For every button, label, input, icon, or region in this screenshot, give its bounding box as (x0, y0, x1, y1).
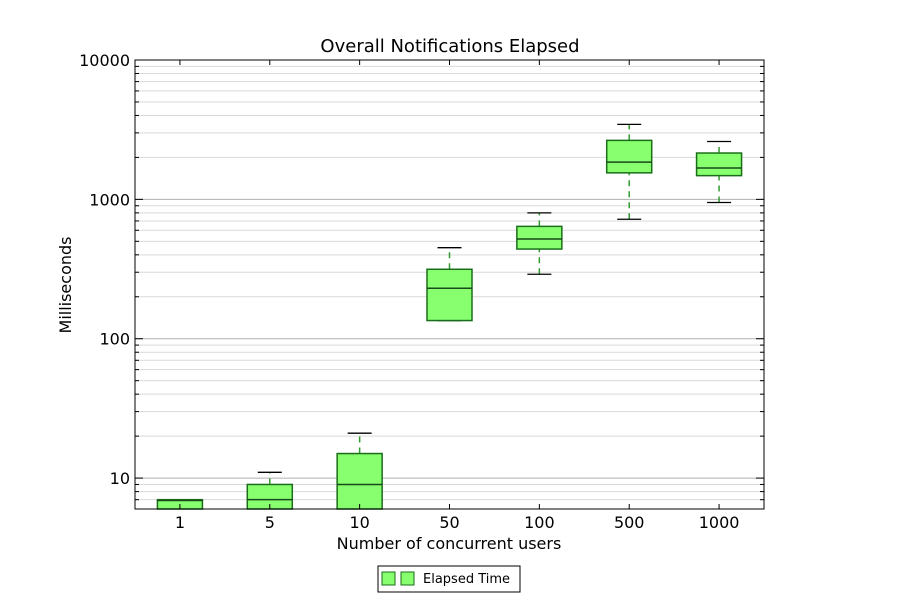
box-500 (605, 123, 653, 220)
box-body (605, 139, 653, 174)
x-tick-label: 100 (524, 513, 555, 532)
legend-swatch (381, 571, 396, 586)
box-10 (336, 432, 383, 510)
box-body (336, 452, 383, 510)
x-tick-label: 5 (265, 513, 275, 532)
y-tick-label: 1000 (89, 190, 130, 209)
box-body (426, 268, 473, 322)
x-tick-label: 1000 (699, 513, 740, 532)
box-series (156, 123, 743, 510)
x-tick-label: 1 (175, 513, 185, 532)
y-tick-label: 100 (99, 330, 130, 349)
box-100 (516, 212, 563, 275)
legend-swatch (400, 571, 415, 586)
box-50 (426, 247, 473, 322)
y-tick-label: 10000 (79, 51, 130, 70)
legend-label: Elapsed Time (423, 572, 510, 587)
x-axis-label: Number of concurrent users (337, 534, 562, 553)
x-tick-label: 10 (349, 513, 369, 532)
legend: Elapsed Time (377, 565, 521, 593)
x-tick-label: 500 (614, 513, 645, 532)
y-axis-label: Milliseconds (56, 237, 75, 334)
y-tick-label: 10 (110, 469, 130, 488)
box-body (695, 152, 743, 177)
axis-ticks: 1 5 10 50 100 500 1000 10 100 1000 10000 (79, 51, 764, 532)
grid-lines (135, 59, 764, 510)
chart-title: Overall Notifications Elapsed (320, 36, 579, 57)
box-1000 (695, 140, 743, 204)
box-body (516, 225, 563, 250)
x-tick-label: 50 (439, 513, 459, 532)
